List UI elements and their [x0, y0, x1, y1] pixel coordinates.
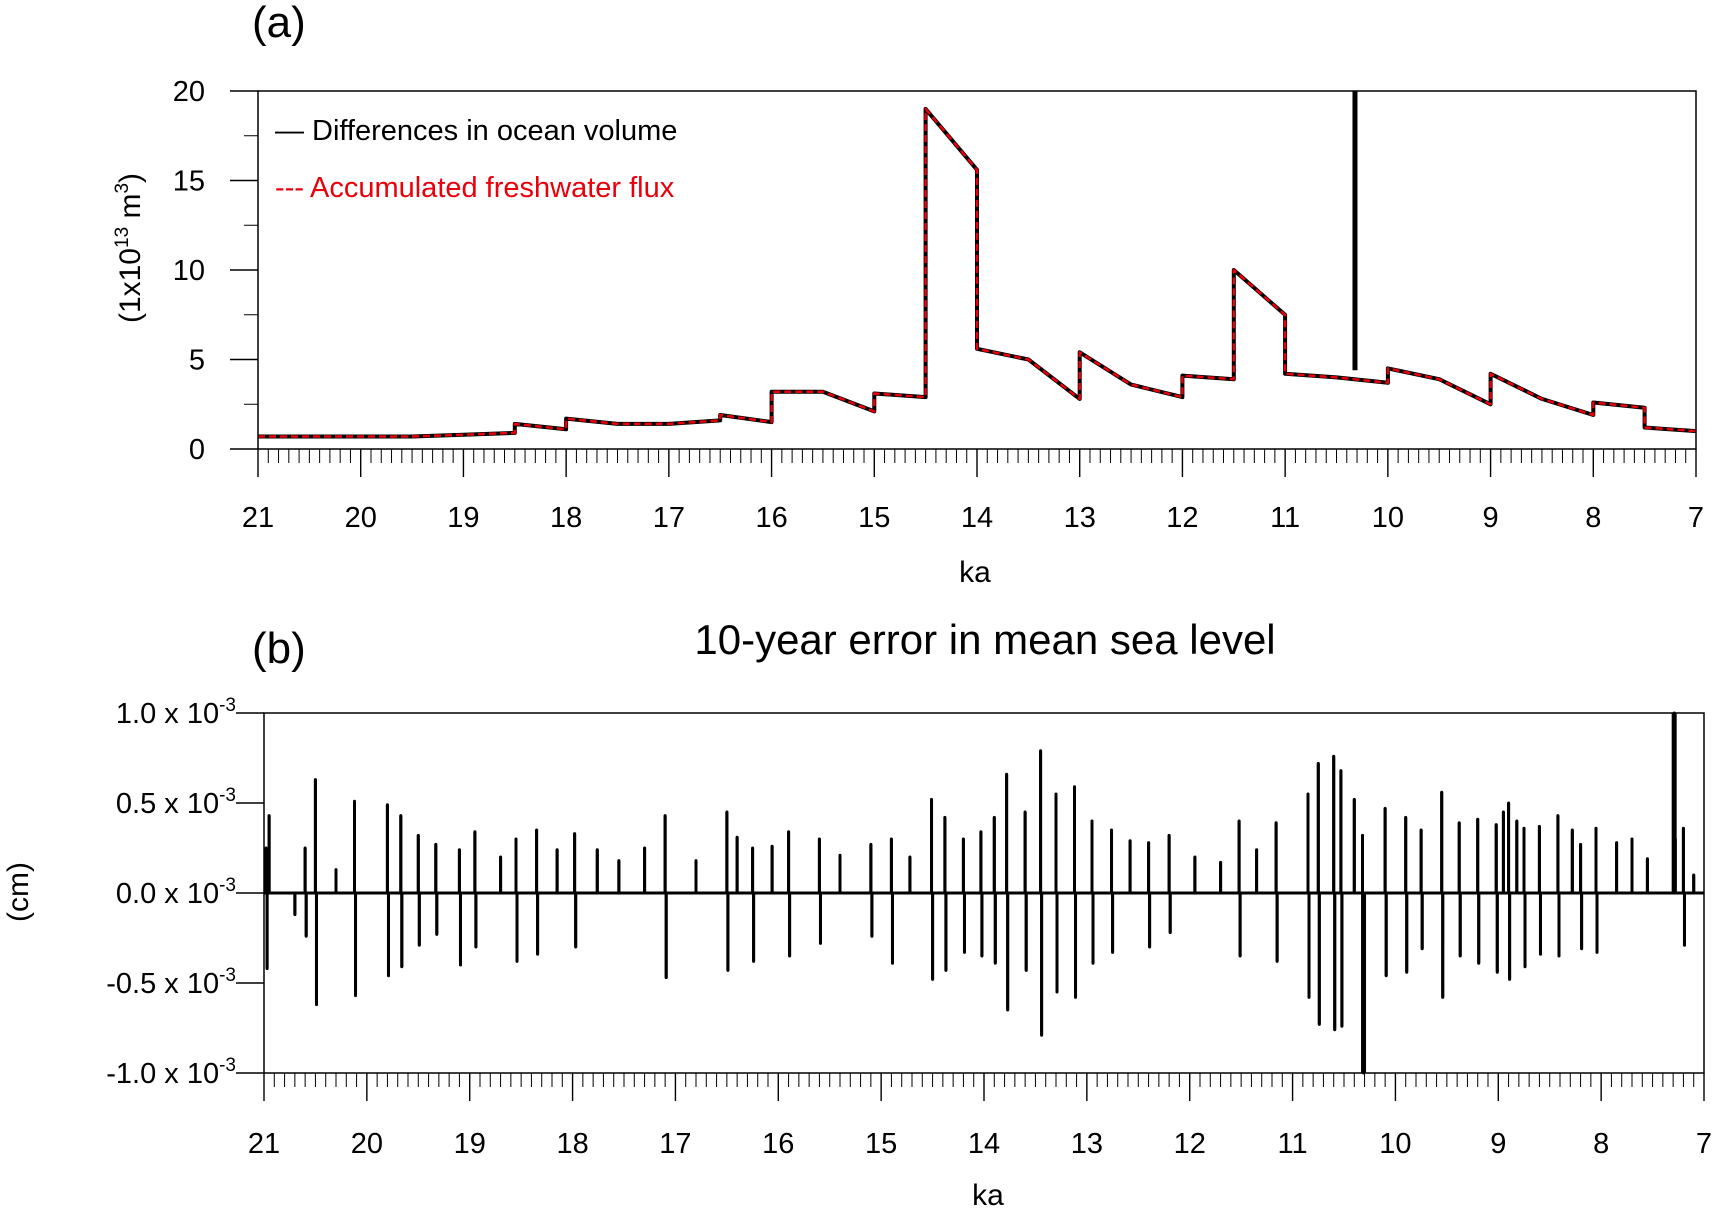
legend-label-ocean-volume: Differences in ocean volume: [312, 115, 677, 147]
panel-a-plot-frame: [257, 90, 1697, 450]
b-x-tick-label: 9: [1490, 1128, 1506, 1160]
panel-b-x-axis-title: ka: [972, 1179, 1004, 1210]
a-y-tick-label: 10: [173, 255, 205, 287]
a-x-tick-label: 18: [550, 502, 582, 534]
svg-text:---Accumulated freshwater flux: --- Accumulated freshwater flux: [275, 172, 675, 204]
a-x-tick-label: 13: [1064, 502, 1096, 534]
b-x-tick-label: 13: [1071, 1128, 1103, 1160]
panel-a-ylabel-unit: m: [114, 194, 147, 227]
a-x-tick-label: 7: [1688, 502, 1704, 534]
a-x-tick-label: 19: [447, 502, 479, 534]
legend-item-freshwater-flux: --- Accumulated freshwater flux: [275, 172, 675, 204]
b-x-tick-label: 19: [454, 1128, 486, 1160]
a-x-tick-label: 12: [1166, 502, 1198, 534]
a-x-tick-label: 21: [242, 502, 274, 534]
panel-a-ylabel-main: (1x10: [114, 248, 147, 323]
b-x-tick-label: 7: [1696, 1128, 1712, 1160]
svg-text:(1x1013 m3): (1x1013 m3): [112, 173, 147, 323]
a-x-tick-label: 20: [345, 502, 377, 534]
legend-marker-freshwater-flux: ---: [275, 172, 304, 204]
panel-b-title: 10-year error in mean sea level: [694, 616, 1275, 663]
a-x-tick-label: 15: [858, 502, 890, 534]
panel-b: (b) 10-year error in mean sea level (cm)…: [2, 616, 1712, 1210]
panel-b-label: (b): [252, 624, 306, 673]
b-x-tick-label: 8: [1593, 1128, 1609, 1160]
a-x-tick-label: 17: [653, 502, 685, 534]
panel-a-ylabel-unit-exponent: 3: [112, 183, 133, 194]
legend-item-ocean-volume: — Differences in ocean volume: [275, 115, 677, 147]
panel-a-ylabel-close: ): [114, 173, 147, 183]
panel-b-y-axis-title: (cm): [2, 862, 35, 922]
series-freshwater-flux-line: [258, 107, 1697, 438]
b-x-tick-label: 12: [1174, 1128, 1206, 1160]
a-x-tick-label: 8: [1585, 502, 1601, 534]
b-y-tick-label: 1.0 x 10-3: [116, 695, 236, 730]
panel-a: (a) (1x1013 m3) ka 21 20 19 18 17 16 15 14 13 12 1…: [112, 0, 1704, 589]
legend-label-freshwater-flux: Accumulated freshwater flux: [310, 172, 675, 204]
panel-a-x-axis-title: ka: [959, 556, 991, 589]
b-x-tick-label: 21: [248, 1128, 280, 1160]
a-y-tick-label: 5: [189, 345, 205, 377]
b-x-tick-label: 11: [1278, 1128, 1308, 1160]
panel-b-ticks: 21 20 19 18 17 16 15 14 13 12 11 10 9 8 7 -1.0 x 10-3 -0…: [106, 695, 1712, 1160]
a-x-tick-label: 10: [1372, 502, 1404, 534]
b-x-tick-label: 15: [865, 1128, 897, 1160]
panel-a-ticks: 21 20 19 18 17 16 15 14 13 12 11 10 9 8 7 0 5 10 15 20: [173, 76, 1704, 534]
a-x-tick-label: 14: [961, 502, 993, 534]
panel-b-plot-frame: [263, 712, 1705, 1074]
b-x-tick-label: 16: [762, 1128, 794, 1160]
a-x-tick-label: 16: [755, 502, 787, 534]
b-x-tick-label: 10: [1379, 1128, 1411, 1160]
panel-a-label: (a): [252, 0, 306, 47]
a-y-tick-label: 0: [189, 434, 205, 466]
panel-a-series: [258, 91, 1697, 439]
b-y-tick-label: -1.0 x 10-3: [106, 1055, 236, 1090]
panel-a-ylabel-exponent: 13: [112, 227, 133, 248]
b-y-tick-label: -0.5 x 10-3: [106, 965, 236, 1000]
b-x-tick-label: 18: [556, 1128, 588, 1160]
b-x-tick-label: 14: [968, 1128, 1000, 1160]
svg-text:—Differences in ocean volume: — Differences in ocean volume: [275, 115, 677, 147]
panel-b-series: [264, 711, 1704, 1075]
b-x-tick-label: 17: [659, 1128, 691, 1160]
a-x-tick-label: 9: [1483, 502, 1499, 534]
a-x-tick-label: 11: [1270, 502, 1300, 534]
b-y-tick-label: 0.0 x 10-3: [116, 875, 236, 910]
series-sea-level-error-line: [264, 711, 1704, 1075]
b-y-tick-label: 0.5 x 10-3: [116, 785, 236, 820]
legend-marker-ocean-volume: —: [275, 115, 304, 147]
panel-a-y-axis-title: (1x1013 m3): [112, 173, 147, 323]
a-y-tick-label: 20: [173, 76, 205, 108]
panel-a-legend: — Differences in ocean volume --- Accumula…: [275, 115, 677, 204]
b-x-tick-label: 20: [351, 1128, 383, 1160]
a-y-tick-label: 15: [173, 166, 205, 198]
